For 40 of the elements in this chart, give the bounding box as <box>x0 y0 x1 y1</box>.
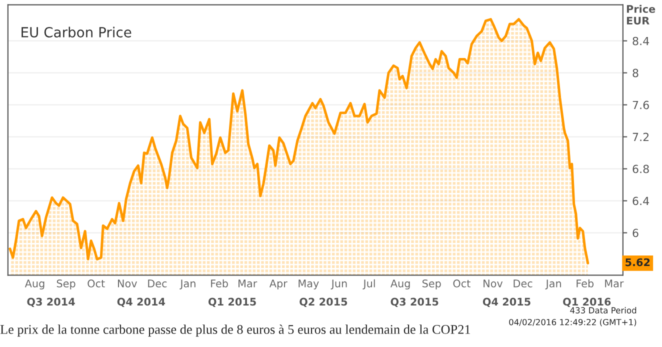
x-tick-label: Mar <box>605 280 624 288</box>
x-tick-label: Sep <box>56 280 76 290</box>
x2-tick-label: Q3 2015 <box>390 298 438 308</box>
text: Le prix de la tonne carbone passe de plus de 8 euros à 5 euros au lendemain de la COP21 <box>0 324 470 337</box>
x-tick-label: Jul <box>362 279 375 290</box>
text: EU Carbon Price <box>22 26 132 38</box>
x2-tick-label: Q4 2014 <box>117 298 166 308</box>
x-tick-label: Jan <box>180 280 196 290</box>
x2-tick-label: Q1 2015 <box>208 298 256 308</box>
text: 04/02/2016 12:49:22 (GMT+1) <box>509 318 636 326</box>
x-tick-label: May <box>298 280 319 290</box>
y-tick-label: 7.2 <box>632 132 649 142</box>
x-tick-label: Sep <box>422 280 441 290</box>
x-tick-label: Jan <box>545 280 561 290</box>
y-axis-title: Price EUR <box>626 4 656 25</box>
y-tick-label: 6 <box>632 228 638 238</box>
y-tick-label: 6.8 <box>632 164 649 174</box>
text: 433 Data Period <box>570 307 636 314</box>
x2-tick-label: Q3 2014 <box>27 298 75 308</box>
y-tick-label: 6.4 <box>632 196 650 206</box>
text: 5.62 <box>626 258 650 266</box>
y-tick-label: 8 <box>632 68 638 78</box>
x-tick-label: Jun <box>330 280 347 290</box>
x-tick-label: Feb <box>211 279 228 288</box>
y-tick-label: 7.6 <box>632 100 649 110</box>
x-tick-label: Oct <box>453 280 470 288</box>
x-tick-label: Aug <box>24 280 44 290</box>
y-tick-label: 8.4 <box>632 36 650 46</box>
x2-tick-label: Q1 2016 <box>563 298 611 308</box>
x2-tick-label: Q2 2015 <box>300 298 348 308</box>
x2-tick-label: Q4 2015 <box>482 298 530 308</box>
x-tick-label: Mar <box>238 280 258 288</box>
x-tick-label: Aug <box>390 280 410 290</box>
x-tick-label: Apr <box>269 280 288 290</box>
x-tick-label: Feb <box>576 279 594 288</box>
x-tick-label: Nov <box>484 280 503 288</box>
x-tick-label: Dec <box>514 280 532 288</box>
x-tick-label: Nov <box>118 280 137 288</box>
x-tick-label: Dec <box>148 280 167 288</box>
x-tick-label: Oct <box>88 280 105 288</box>
